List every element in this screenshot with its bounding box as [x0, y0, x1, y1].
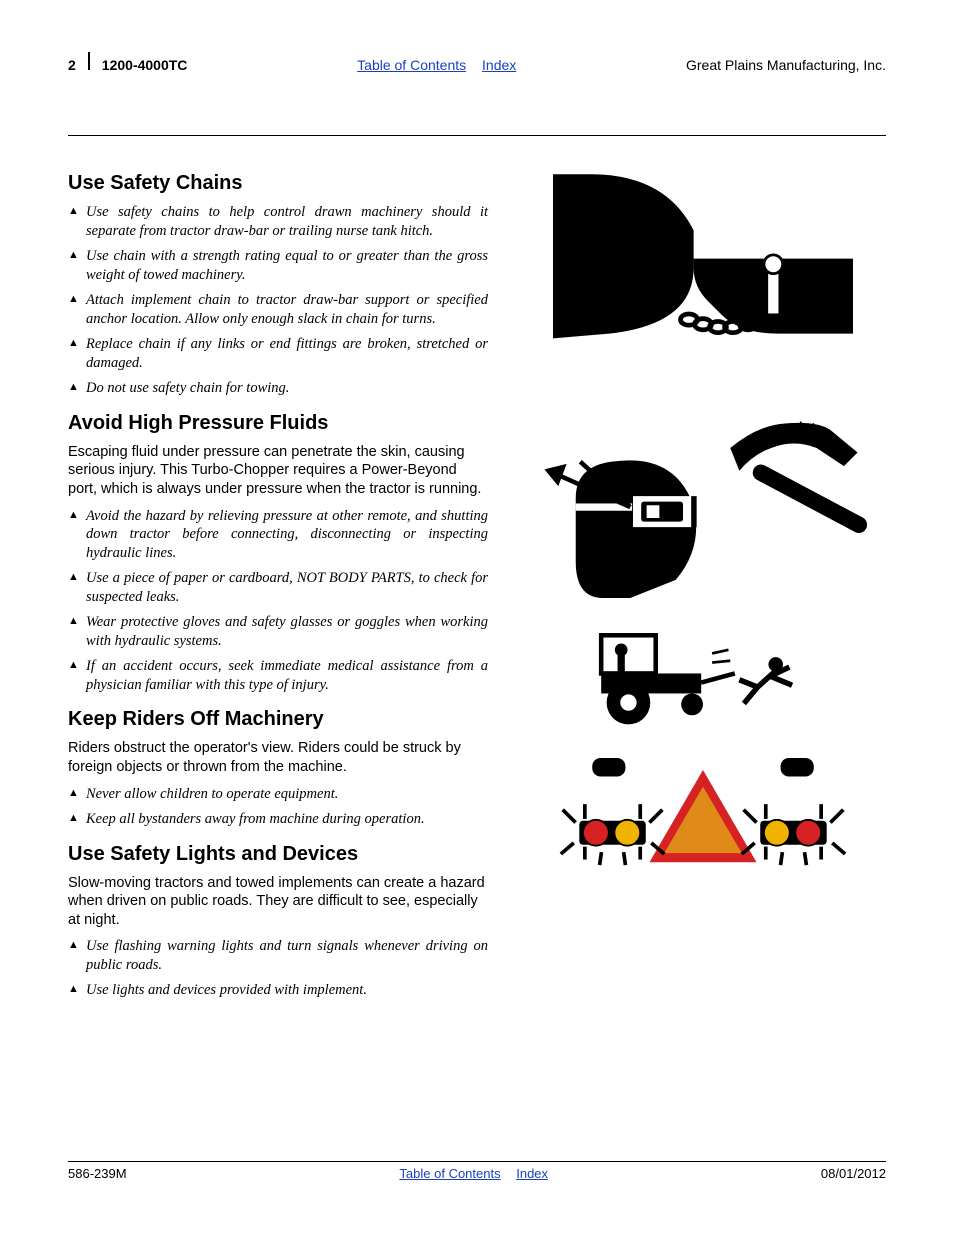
- text-column: Use Safety Chains Use safety chains to h…: [68, 158, 488, 1010]
- bullet-list: Use flashing warning lights and turn sig…: [68, 937, 488, 1000]
- bullet-item: Use a piece of paper or cardboard, NOT B…: [68, 569, 488, 606]
- section-heading-high-pressure: Avoid High Pressure Fluids: [68, 412, 488, 435]
- bullet-item: Replace chain if any links or end fittin…: [68, 335, 488, 372]
- bullet-item: Do not use safety chain for towing.: [68, 379, 488, 398]
- bullet-item: Use lights and devices provided with imp…: [68, 981, 488, 1000]
- section-intro: Slow-moving tractors and towed implement…: [68, 874, 488, 930]
- bullet-item: Wear protective gloves and safety glasse…: [68, 613, 488, 650]
- header-left: 2 1200-4000TC: [68, 52, 187, 73]
- section-heading-safety-lights: Use Safety Lights and Devices: [68, 843, 488, 866]
- index-link[interactable]: Index: [482, 57, 516, 73]
- section-heading-riders-off: Keep Riders Off Machinery: [68, 708, 488, 731]
- section-intro: Riders obstruct the operator's view. Rid…: [68, 739, 488, 776]
- body-columns: Use Safety Chains Use safety chains to h…: [68, 158, 886, 1010]
- rider-off-icon: [520, 628, 886, 728]
- footer-index-link[interactable]: Index: [516, 1166, 548, 1181]
- company-name: Great Plains Manufacturing, Inc.: [686, 57, 886, 73]
- bullet-list: Use safety chains to help control drawn …: [68, 203, 488, 398]
- bullet-item: Attach implement chain to tractor draw-b…: [68, 291, 488, 328]
- bullet-item: If an accident occurs, seek immediate me…: [68, 657, 488, 694]
- bullet-item: Keep all bystanders away from machine du…: [68, 810, 488, 829]
- bullet-item: Never allow children to operate equipmen…: [68, 785, 488, 804]
- bullet-item: Avoid the hazard by relieving pressure a…: [68, 507, 488, 563]
- safety-lights-icon: [520, 758, 886, 878]
- bullet-item: Use safety chains to help control drawn …: [68, 203, 488, 240]
- page-footer: 586-239M Table of Contents Index 08/01/2…: [68, 1161, 886, 1181]
- doc-number: 586-239M: [68, 1166, 127, 1181]
- footer-center: Table of Contents Index: [127, 1166, 821, 1181]
- bullet-item: Use chain with a strength rating equal t…: [68, 247, 488, 284]
- section-intro: Escaping fluid under pressure can penetr…: [68, 443, 488, 499]
- footer-date: 08/01/2012: [821, 1166, 886, 1181]
- bullet-item: Use flashing warning lights and turn sig…: [68, 937, 488, 974]
- page-number: 2: [68, 57, 76, 73]
- safety-chain-icon: [520, 168, 886, 368]
- section-heading-safety-chains: Use Safety Chains: [68, 172, 488, 195]
- toc-link[interactable]: Table of Contents: [357, 57, 466, 73]
- figure-column: [520, 158, 886, 1010]
- bullet-list: Never allow children to operate equipmen…: [68, 785, 488, 829]
- header-center: Table of Contents Index: [187, 57, 686, 73]
- bullet-list: Avoid the hazard by relieving pressure a…: [68, 507, 488, 695]
- model-number: 1200-4000TC: [102, 57, 188, 73]
- page-header: 2 1200-4000TC Table of Contents Index Gr…: [68, 52, 886, 79]
- high-pressure-icon: [520, 398, 886, 598]
- header-rule: [68, 135, 886, 136]
- header-divider: [88, 52, 90, 70]
- footer-toc-link[interactable]: Table of Contents: [399, 1166, 500, 1181]
